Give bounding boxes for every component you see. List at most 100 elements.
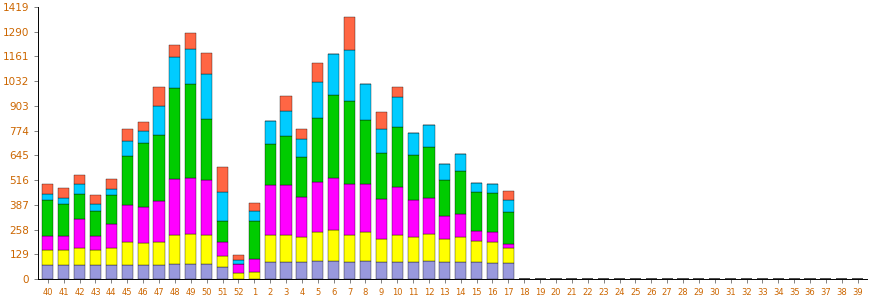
Bar: [106, 189, 116, 195]
Bar: [343, 17, 355, 50]
Bar: [43, 236, 53, 250]
Bar: [216, 242, 228, 256]
Bar: [233, 255, 243, 260]
Bar: [375, 130, 387, 153]
Bar: [185, 178, 196, 234]
Bar: [74, 219, 85, 247]
Bar: [264, 185, 275, 235]
Bar: [137, 265, 149, 279]
Bar: [328, 54, 339, 95]
Bar: [296, 139, 307, 157]
Bar: [296, 130, 307, 139]
Bar: [439, 262, 450, 279]
Bar: [470, 183, 481, 192]
Bar: [280, 111, 291, 136]
Bar: [423, 261, 434, 279]
Bar: [391, 97, 402, 127]
Bar: [74, 175, 85, 184]
Bar: [343, 262, 355, 279]
Bar: [391, 235, 402, 262]
Bar: [502, 248, 514, 263]
Bar: [90, 265, 101, 279]
Bar: [502, 212, 514, 244]
Bar: [249, 259, 260, 272]
Bar: [280, 96, 291, 111]
Bar: [328, 95, 339, 178]
Bar: [216, 220, 228, 242]
Bar: [360, 84, 370, 120]
Bar: [487, 193, 497, 232]
Bar: [375, 153, 387, 199]
Bar: [487, 263, 497, 279]
Bar: [264, 262, 275, 279]
Bar: [328, 261, 339, 279]
Bar: [122, 242, 133, 265]
Bar: [106, 248, 116, 265]
Bar: [201, 119, 212, 180]
Bar: [201, 74, 212, 119]
Bar: [58, 204, 70, 236]
Bar: [454, 214, 466, 237]
Bar: [249, 220, 260, 259]
Bar: [312, 232, 323, 261]
Bar: [74, 248, 85, 265]
Bar: [487, 184, 497, 193]
Bar: [169, 45, 180, 56]
Bar: [312, 182, 323, 232]
Bar: [343, 101, 355, 184]
Bar: [360, 261, 370, 279]
Bar: [375, 112, 387, 130]
Bar: [249, 203, 260, 211]
Bar: [43, 200, 53, 236]
Bar: [360, 232, 370, 261]
Bar: [454, 237, 466, 262]
Bar: [312, 82, 323, 118]
Bar: [407, 200, 418, 237]
Bar: [106, 224, 116, 248]
Bar: [280, 262, 291, 279]
Bar: [185, 234, 196, 264]
Bar: [423, 125, 434, 147]
Bar: [407, 237, 418, 262]
Bar: [43, 250, 53, 265]
Bar: [233, 264, 243, 273]
Bar: [137, 143, 149, 207]
Bar: [391, 87, 402, 97]
Bar: [312, 261, 323, 279]
Bar: [74, 265, 85, 279]
Bar: [439, 180, 450, 216]
Bar: [296, 237, 307, 262]
Bar: [153, 201, 164, 242]
Bar: [185, 264, 196, 279]
Bar: [423, 147, 434, 198]
Bar: [280, 235, 291, 262]
Bar: [502, 263, 514, 279]
Bar: [328, 178, 339, 230]
Bar: [487, 232, 497, 242]
Bar: [391, 127, 402, 187]
Bar: [487, 242, 497, 263]
Bar: [137, 122, 149, 131]
Bar: [328, 230, 339, 261]
Bar: [343, 184, 355, 235]
Bar: [43, 184, 53, 194]
Bar: [74, 184, 85, 194]
Bar: [201, 53, 212, 74]
Bar: [296, 157, 307, 197]
Bar: [216, 267, 228, 279]
Bar: [423, 198, 434, 234]
Bar: [439, 239, 450, 262]
Bar: [106, 265, 116, 279]
Bar: [201, 235, 212, 264]
Bar: [122, 156, 133, 205]
Bar: [90, 236, 101, 250]
Bar: [502, 200, 514, 212]
Bar: [216, 192, 228, 220]
Bar: [407, 262, 418, 279]
Bar: [122, 265, 133, 279]
Bar: [249, 211, 260, 220]
Bar: [169, 179, 180, 235]
Bar: [296, 196, 307, 237]
Bar: [502, 244, 514, 248]
Bar: [343, 235, 355, 262]
